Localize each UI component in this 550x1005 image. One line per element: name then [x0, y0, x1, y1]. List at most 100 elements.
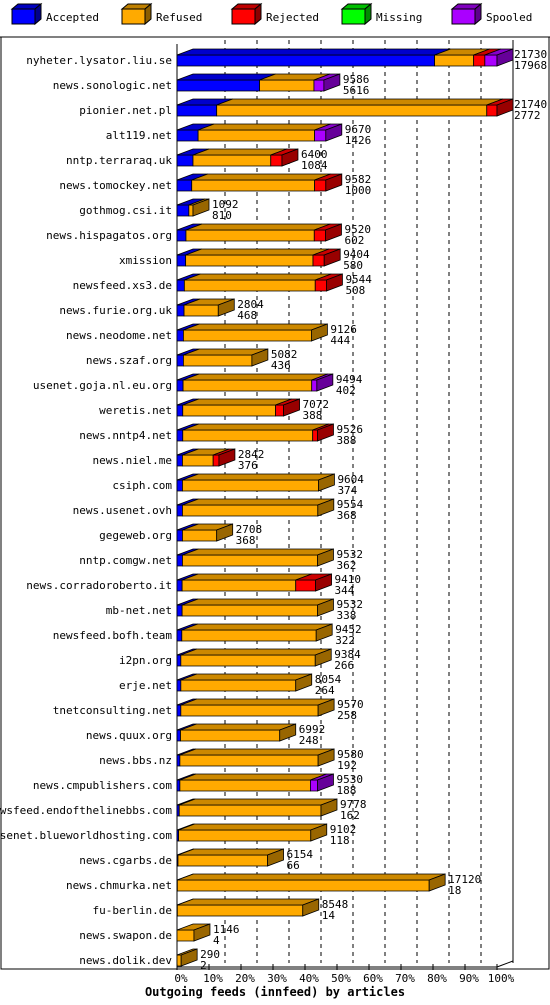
- accepted-label: 368: [236, 534, 256, 547]
- total-label: 9530: [336, 773, 363, 786]
- bar-face: [182, 529, 218, 542]
- bar-face: [176, 479, 183, 492]
- bar-segment-rejected: [473, 48, 501, 67]
- legend: Accepted Refused Rejected Missing Spooled: [10, 2, 532, 26]
- accepted-label: 362: [336, 559, 356, 572]
- bar-top: [182, 473, 335, 481]
- bar-segment-refused: [182, 498, 334, 517]
- bar-face: [176, 304, 185, 317]
- category-label: mb-net.net: [106, 604, 172, 617]
- total-label: 2842: [238, 448, 264, 461]
- bar-top: [177, 848, 284, 856]
- bar-side: [295, 673, 313, 692]
- bar-face: [176, 529, 183, 542]
- bar-segment-refused: [176, 923, 211, 942]
- x-tick-label: 90%: [459, 972, 479, 985]
- bar-top: [182, 548, 334, 556]
- bar-segment-refused: [182, 348, 269, 367]
- category-label: news.usenet.ovh: [73, 504, 172, 517]
- bar-side: [314, 648, 332, 667]
- bar-side: [302, 898, 320, 917]
- bar-face: [312, 254, 325, 267]
- category-label: nntp.terraraq.uk: [66, 154, 172, 167]
- bar-face: [212, 454, 220, 467]
- x-tick-label: 40%: [299, 972, 319, 985]
- legend-swatch-missing: [341, 8, 366, 25]
- total-label: 9670: [345, 123, 372, 136]
- bar-segment-refused: [185, 248, 330, 267]
- total-label: 9544: [345, 273, 372, 286]
- total-label: 9410: [335, 573, 362, 586]
- accepted-label: 338: [336, 609, 356, 622]
- bar-side: [310, 323, 328, 342]
- bar-face: [182, 554, 318, 567]
- total-label: 9582: [345, 173, 372, 186]
- bar-side: [251, 348, 269, 367]
- bar-face: [311, 379, 318, 392]
- bar-side: [317, 548, 334, 567]
- bar-face: [176, 679, 182, 692]
- bar-side: [317, 598, 334, 617]
- total-label: 9532: [336, 598, 363, 611]
- bar-side: [496, 48, 514, 67]
- accepted-label: 258: [337, 709, 357, 722]
- bar-side: [428, 873, 446, 892]
- bar-face: [176, 379, 184, 392]
- bar-face: [176, 654, 182, 667]
- total-label: 9580: [337, 748, 364, 761]
- category-label: usenet.blueworldhosting.com: [0, 829, 172, 842]
- bar-segment-accepted: [176, 273, 201, 292]
- legend-label-missing: Missing: [376, 11, 422, 24]
- bar-segment-accepted: [176, 573, 199, 592]
- bar-side: [323, 73, 341, 92]
- bar-face: [183, 279, 316, 292]
- accepted-label: 188: [336, 784, 356, 797]
- bar-face: [197, 129, 316, 142]
- legend-swatch-refused: [121, 8, 146, 25]
- bar-face: [185, 254, 314, 267]
- bar-segment-accepted: [176, 48, 451, 67]
- bar-segment-refused: [197, 123, 331, 142]
- x-tick-label: 60%: [363, 972, 383, 985]
- bar-side: [267, 848, 284, 867]
- bar-top: [179, 748, 335, 756]
- accepted-label: 368: [337, 509, 357, 522]
- bar-face: [182, 429, 314, 442]
- x-axis-depth: [496, 960, 514, 968]
- category-label: news.hispagatos.org: [46, 229, 172, 242]
- accepted-label: 376: [238, 459, 258, 472]
- legend-label-spooled: Spooled: [486, 11, 532, 24]
- bar-segment-refused: [180, 698, 335, 717]
- bar-face: [314, 129, 327, 142]
- bar-segment-refused: [216, 98, 503, 117]
- bar-side: [325, 173, 343, 192]
- bar-face: [314, 179, 327, 192]
- bar-face: [314, 279, 327, 292]
- bar-face: [182, 504, 319, 517]
- total-label: 5082: [271, 348, 298, 361]
- bar-side: [218, 448, 236, 467]
- bar-face: [177, 854, 268, 867]
- category-label: news.bbs.nz: [99, 754, 172, 767]
- bar-top: [185, 248, 330, 256]
- total-label: 2804: [237, 298, 264, 311]
- accepted-label: 192: [337, 759, 357, 772]
- accepted-label: 436: [271, 359, 291, 372]
- bar-segment-refused: [182, 423, 329, 442]
- total-label: 9520: [344, 223, 371, 236]
- bar-face: [486, 104, 498, 117]
